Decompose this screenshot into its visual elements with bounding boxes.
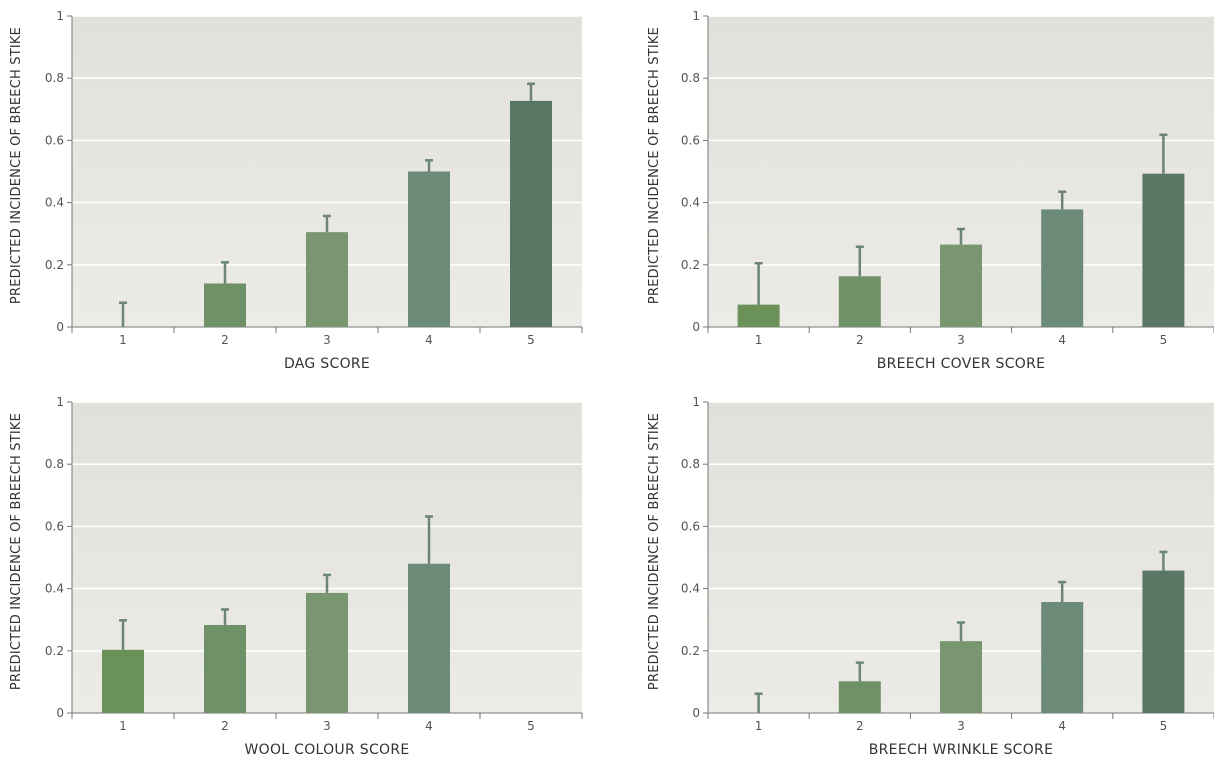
x-tick-label: 1 (755, 719, 763, 733)
y-tick-label: 1 (692, 395, 700, 409)
y-tick-label: 0.6 (45, 133, 64, 147)
y-tick-label: 0.4 (681, 582, 700, 596)
x-tick-label: 4 (425, 719, 433, 733)
x-tick-label: 4 (1058, 333, 1066, 347)
bar-3 (940, 244, 982, 327)
bar-5 (1142, 570, 1185, 713)
y-tick-label: 0.4 (45, 582, 64, 596)
x-tick-label: 3 (957, 333, 965, 347)
bar-5 (510, 100, 552, 327)
x-tick-label: 2 (856, 333, 864, 347)
x-tick-label: 5 (527, 333, 535, 347)
chart-panel-4: 0 0.2 0.4 0.6 0.8 1 1 2 3 4 5 BREECH WRINKLE SCORE P… (647, 395, 1214, 758)
y-tick-label: 0.8 (681, 457, 700, 471)
y-tick-label: 0.8 (45, 457, 64, 471)
y-tick-label: 0.8 (45, 71, 64, 85)
bar-4 (408, 563, 450, 713)
y-axis-title: PREDICTED INCIDENCE OF BREECH STIKE (9, 27, 24, 304)
x-axis-title: BREECH COVER SCORE (877, 356, 1046, 372)
x-tick-label: 5 (1160, 333, 1168, 347)
x-tick-label: 3 (323, 333, 331, 347)
chart-panel-2: 0 0.2 0.4 0.6 0.8 1 1 2 3 4 5 BREECH COVER SCORE PRE… (647, 9, 1214, 372)
x-tick-label: 3 (957, 719, 965, 733)
bar-1 (737, 304, 780, 327)
y-tick-label: 0 (692, 320, 700, 334)
y-tick-label: 0.6 (45, 519, 64, 533)
bar-3 (306, 592, 348, 713)
y-tick-label: 0.8 (681, 71, 700, 85)
bar-4 (408, 171, 450, 327)
x-tick-label: 5 (527, 719, 535, 733)
x-tick-label: 1 (119, 333, 127, 347)
x-tick-label: 2 (221, 719, 229, 733)
y-tick-label: 0.4 (45, 196, 64, 210)
x-tick-label: 1 (119, 719, 127, 733)
x-tick-label: 3 (323, 719, 331, 733)
bar-4 (1041, 209, 1084, 327)
y-tick-label: 0.6 (681, 519, 700, 533)
y-tick-label: 0 (56, 706, 64, 720)
x-tick-label: 1 (755, 333, 763, 347)
y-tick-label: 0.4 (681, 196, 700, 210)
bar-4 (1041, 601, 1084, 713)
bar-2 (838, 276, 881, 327)
x-axis-title: WOOL COLOUR SCORE (244, 742, 409, 758)
bar-2 (204, 283, 246, 327)
y-tick-label: 0.2 (681, 258, 700, 272)
bar-1 (102, 649, 144, 713)
y-tick-label: 1 (692, 9, 700, 23)
x-tick-label: 4 (425, 333, 433, 347)
x-tick-label: 5 (1160, 719, 1168, 733)
bar-2 (204, 624, 246, 713)
y-tick-label: 1 (56, 395, 64, 409)
y-tick-label: 0 (692, 706, 700, 720)
bar-2 (838, 681, 881, 713)
bar-3 (940, 641, 982, 713)
y-tick-label: 0 (56, 320, 64, 334)
y-axis-title: PREDICTED INCIDENCE OF BREECH STIKE (9, 413, 24, 690)
bar-5 (1142, 173, 1185, 327)
chart-panel-3: 0 0.2 0.4 0.6 0.8 1 1 2 3 4 5 WOOL COLOUR SCORE PRED… (9, 395, 583, 758)
y-tick-label: 1 (56, 9, 64, 23)
y-tick-label: 0.2 (681, 644, 700, 658)
x-axis-title: DAG SCORE (284, 356, 370, 372)
x-tick-label: 4 (1058, 719, 1066, 733)
bar-3 (306, 232, 348, 327)
x-tick-label: 2 (221, 333, 229, 347)
y-tick-label: 0.6 (681, 133, 700, 147)
chart-panel-1: 0 0.2 0.4 0.6 0.8 1 1 2 3 4 5 DAG SCORE PREDICTED IN… (9, 9, 583, 372)
y-tick-label: 0.2 (45, 644, 64, 658)
x-tick-label: 2 (856, 719, 864, 733)
y-tick-label: 0.2 (45, 258, 64, 272)
y-axis-title: PREDICTED INCIDENCE OF BREECH STIKE (647, 413, 662, 690)
x-axis-title: BREECH WRINKLE SCORE (869, 742, 1053, 758)
y-axis-title: PREDICTED INCIDENCE OF BREECH STIKE (647, 27, 662, 304)
